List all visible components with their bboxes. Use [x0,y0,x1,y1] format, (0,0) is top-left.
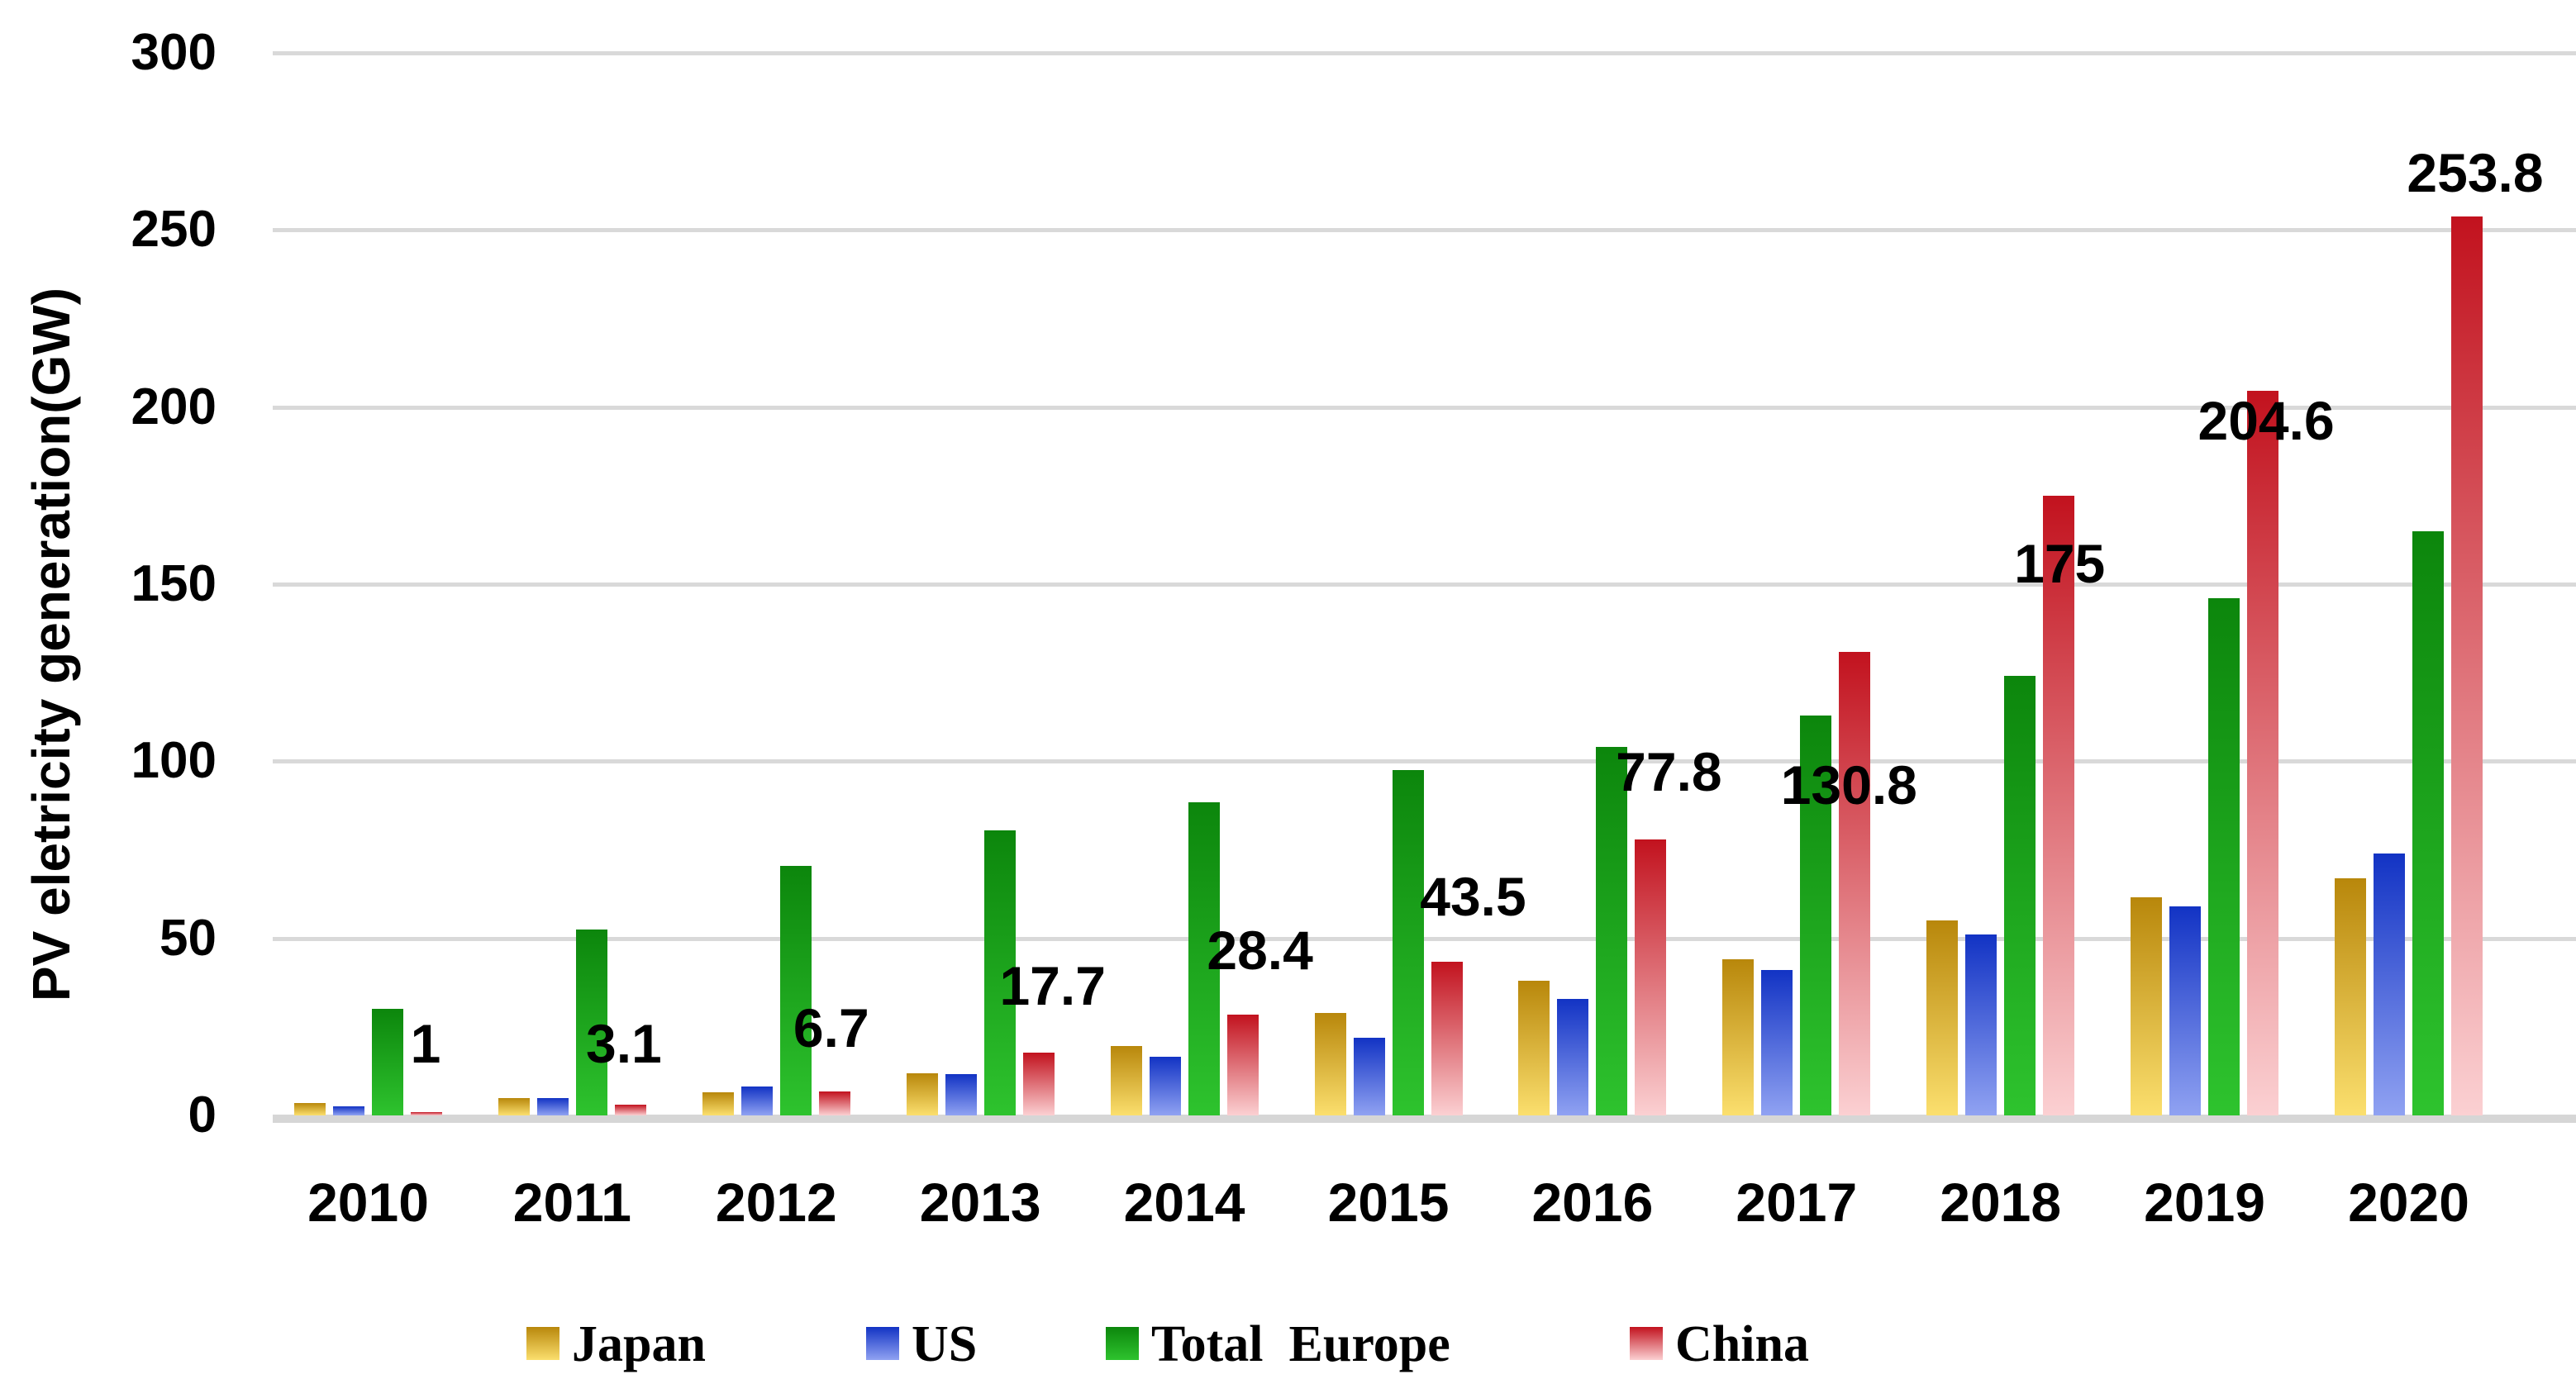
data-label-china: 6.7 [793,997,869,1059]
y-tick-label: 50 [160,909,217,967]
gridline [273,936,2576,941]
bar-total-europe [1188,801,1220,1115]
bar-us [740,1086,773,1115]
bar-japan [2131,897,2163,1115]
y-tick-label: 100 [131,732,217,790]
legend-label-japan: Japan [572,1316,706,1372]
bar-us [945,1073,977,1115]
bar-total-europe [2412,530,2444,1115]
data-label-china: 253.8 [2407,142,2544,204]
x-tick-label: 2015 [1327,1172,1450,1233]
legend-label-us: US [912,1316,978,1372]
bar-total-europe [575,929,607,1115]
bar-china [1022,1053,1055,1115]
legend-swatch-japan [526,1327,559,1360]
bar-japan [1110,1046,1142,1115]
bar-us [1761,970,1793,1115]
bar-japan [1518,981,1550,1115]
bar-japan [2335,877,2366,1115]
bar-china [1839,652,1871,1115]
data-label-china: 1 [410,1012,441,1074]
bar-japan [294,1102,326,1115]
x-tick-label: 2012 [715,1172,837,1233]
data-label-china: 77.8 [1616,741,1722,803]
legend-swatch-china [1630,1327,1663,1360]
y-tick-label: 250 [131,201,217,259]
bar-us [1353,1037,1385,1115]
x-tick-label: 2014 [1123,1172,1245,1233]
data-label-china: 17.7 [999,955,1106,1017]
bar-us [1149,1057,1181,1115]
data-label-china: 130.8 [1780,754,1917,816]
x-tick-label: 2011 [512,1172,631,1233]
bar-total-europe [2208,598,2240,1115]
x-tick-label: 2016 [1531,1172,1654,1233]
bar-total-europe [2004,676,2036,1115]
bar-japan [498,1097,530,1115]
x-tick-label: 2020 [2348,1172,2469,1233]
gridline [273,228,2576,233]
legend-label-total-europe: Total Europe [1151,1316,1450,1372]
bar-japan [702,1091,734,1115]
data-label-china: 28.4 [1207,920,1313,982]
bar-china [2043,495,2075,1115]
gridline [273,405,2576,410]
x-axis-line [273,1115,2576,1123]
legend-swatch-total-europe [1106,1327,1139,1360]
x-tick-label: 2010 [307,1172,429,1233]
legend-swatch-us [866,1327,899,1360]
bar-us [1557,998,1589,1115]
bar-china [614,1104,646,1115]
bar-us [2374,853,2405,1115]
gridline [273,759,2576,764]
y-tick-label: 300 [131,23,217,81]
x-tick-label: 2019 [2144,1172,2265,1233]
bar-china [1635,839,1667,1115]
bar-china [411,1111,442,1115]
bar-us [536,1097,569,1115]
bar-total-europe [1392,770,1424,1115]
bar-total-europe [779,865,812,1115]
y-tick-label: 200 [131,378,217,435]
y-tick-label: 150 [131,554,217,612]
data-label-china: 175 [2014,532,2106,594]
data-label-china: 204.6 [2197,389,2335,451]
bar-china [2247,390,2279,1115]
gridline [273,582,2576,587]
bar-japan [1926,920,1959,1115]
bar-japan [1722,959,1755,1115]
x-tick-label: 2018 [1940,1172,2062,1233]
x-tick-label: 2017 [1736,1172,1858,1233]
bar-us [1965,934,1997,1115]
gridline [273,50,2576,55]
bar-japan [1314,1012,1346,1115]
x-tick-label: 2013 [919,1172,1041,1233]
bar-total-europe [372,1009,403,1115]
data-label-china: 43.5 [1420,865,1526,927]
bar-china [1226,1015,1259,1115]
bar-us [2169,906,2202,1115]
bar-total-europe [1800,715,1832,1115]
bar-total-europe [983,830,1016,1115]
bar-japan [906,1072,938,1115]
bar-total-europe [1596,747,1628,1115]
data-label-china: 3.1 [586,1012,662,1074]
bar-china [2451,216,2483,1115]
bar-china [1431,961,1463,1115]
y-tick-label: 0 [188,1087,217,1144]
bar-us [333,1106,364,1115]
legend-label-china: China [1675,1316,1809,1372]
bar-china [818,1091,850,1115]
